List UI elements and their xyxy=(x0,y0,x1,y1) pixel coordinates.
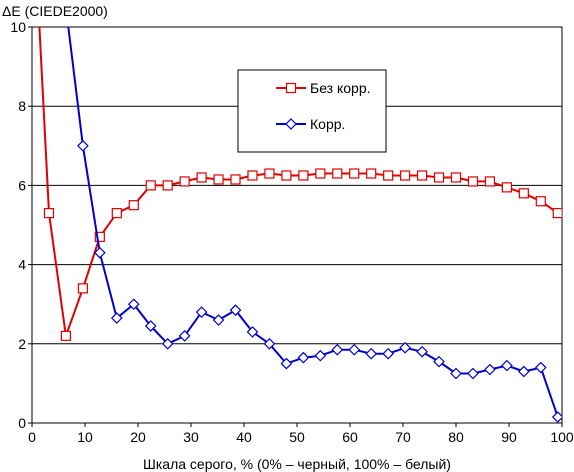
series-2-point xyxy=(127,298,140,311)
series-1-point xyxy=(230,174,241,185)
legend-label-series-2: Корр. xyxy=(310,116,345,132)
series-1-point xyxy=(247,170,258,181)
series-2-point xyxy=(365,347,378,360)
series-1-point xyxy=(77,283,88,294)
series-2-point xyxy=(484,363,496,376)
y-tick-label: 2 xyxy=(18,336,26,352)
series-1-point xyxy=(213,174,224,185)
series-1-point xyxy=(111,208,122,219)
series-2-point xyxy=(246,326,259,338)
series-1-point xyxy=(264,168,275,179)
series-2-point xyxy=(297,351,310,364)
series-1-point xyxy=(518,188,529,199)
series-1-point xyxy=(162,180,173,191)
y-tick-label: 8 xyxy=(18,98,26,114)
series-2-point xyxy=(399,341,411,354)
series-2-point xyxy=(314,349,327,362)
x-tick-label: 60 xyxy=(342,429,358,445)
series-1-point xyxy=(60,330,72,341)
x-tick-label: 20 xyxy=(130,429,146,445)
series-1-point xyxy=(332,168,343,179)
legend: Без корр. Корр. xyxy=(237,69,387,153)
legend-marker-series-1 xyxy=(285,82,297,94)
series-1-point xyxy=(383,170,394,181)
series-2-point xyxy=(212,314,225,326)
series-2-point xyxy=(161,337,174,350)
series-2-point xyxy=(348,343,361,356)
series-2-point xyxy=(467,367,479,380)
x-tick-label: 70 xyxy=(395,429,411,445)
series-1-point xyxy=(298,170,309,181)
series-2-point xyxy=(280,357,293,370)
series-2-point xyxy=(263,337,276,350)
legend-box xyxy=(237,69,387,153)
series-1-point xyxy=(315,168,326,179)
series-2-point xyxy=(229,304,242,316)
x-tick-label: 90 xyxy=(501,429,517,445)
x-tick-label: 100 xyxy=(550,429,574,445)
series-2-point xyxy=(551,411,562,423)
series-2-point xyxy=(77,139,89,152)
series-1-point xyxy=(145,180,156,191)
y-tick-label: 0 xyxy=(18,415,26,431)
series-2-point xyxy=(178,330,191,342)
series-1-point xyxy=(552,208,562,219)
series-1-point xyxy=(535,196,546,207)
series-2-point xyxy=(501,359,513,372)
y-tick-label: 4 xyxy=(18,257,26,273)
series-2-point xyxy=(433,355,445,368)
series-2-point xyxy=(93,246,106,259)
x-tick-label: 30 xyxy=(183,429,199,445)
series-1-point xyxy=(179,176,190,187)
x-tick-label: 0 xyxy=(28,429,36,445)
series-1-point xyxy=(94,231,105,242)
series-2-point xyxy=(534,361,547,374)
series-1-point xyxy=(43,208,55,219)
series-1-point xyxy=(196,172,207,183)
x-tick-label: 50 xyxy=(289,429,305,445)
series-2-point xyxy=(416,345,428,358)
series-2-point xyxy=(195,306,208,318)
x-tick-label: 40 xyxy=(236,429,252,445)
series-1-point xyxy=(400,170,411,181)
series-1-point xyxy=(128,200,139,211)
series-1-point xyxy=(484,176,496,187)
series-1-point xyxy=(349,168,360,179)
series-1-point xyxy=(433,172,445,183)
legend-marker-series-2 xyxy=(285,118,297,130)
x-axis-label: Шкала серого, % (0% – черный, 100% – бел… xyxy=(143,456,451,472)
series-1-point xyxy=(416,170,428,181)
x-tick-label: 80 xyxy=(448,429,464,445)
y-tick-label: 6 xyxy=(18,177,26,193)
series-2-point xyxy=(382,347,395,360)
series-1-point xyxy=(281,170,292,181)
x-tick-label: 10 xyxy=(77,429,93,445)
series-2-point xyxy=(517,365,530,378)
series-1-point xyxy=(366,168,377,179)
legend-label-series-1: Без корр. xyxy=(310,80,371,96)
series-2-point xyxy=(144,320,157,332)
series-layer xyxy=(38,27,562,423)
series-1-point xyxy=(450,172,462,183)
series-1-point xyxy=(467,176,479,187)
y-axis-label: ΔE (CIEDE2000) xyxy=(2,3,108,19)
series-2-point xyxy=(110,312,123,324)
series-1-point xyxy=(501,182,512,193)
series-2-point xyxy=(450,367,462,380)
y-tick-label: 10 xyxy=(10,19,26,35)
series-2-point xyxy=(331,343,344,356)
